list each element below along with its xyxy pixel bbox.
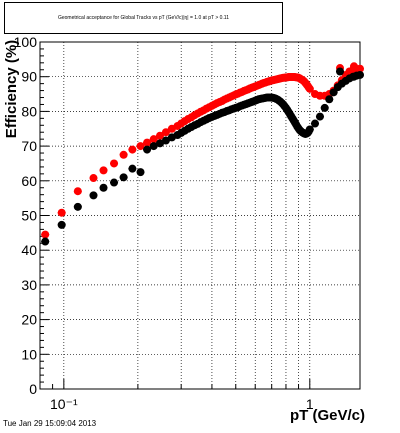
red-series-point (305, 84, 314, 93)
timestamp: Tue Jan 29 15:09:04 2013 (3, 419, 97, 428)
black-series-point (143, 145, 152, 154)
black-series-point (149, 142, 158, 151)
black-series-point (110, 178, 119, 187)
black-series-point (311, 119, 320, 128)
black-series-point (89, 191, 98, 200)
y-tick-label: 100 (14, 34, 38, 50)
y-tick-label: 0 (29, 381, 37, 397)
black-series-point (128, 164, 137, 173)
black-series-point (161, 136, 170, 145)
y-tick-label: 70 (21, 138, 37, 154)
black-series-point (136, 168, 145, 177)
y-tick-label: 10 (21, 346, 37, 362)
red-series-point (350, 62, 358, 71)
chart-title: Geometrical acceptance for Global Tracks… (57, 15, 229, 21)
x-tick-label: 1 (306, 396, 314, 412)
black-series-point (325, 95, 334, 104)
y-tick-label: 60 (21, 173, 37, 189)
red-series-point (99, 166, 108, 175)
red-series-point (136, 142, 145, 151)
red-series-point (57, 208, 66, 217)
grid-lines (40, 42, 360, 389)
x-tick-label: 10⁻¹ (50, 396, 78, 412)
black-series-point (350, 72, 358, 81)
black-series-point (73, 202, 82, 211)
red-series-point (128, 145, 137, 154)
y-tick-label: 90 (21, 69, 37, 85)
y-axis-label: Efficiency (%) (3, 39, 20, 139)
red-series-point (41, 230, 50, 239)
chart-title-box: Geometrical acceptance for Global Tracks… (4, 2, 283, 34)
red-series-point (149, 135, 158, 144)
data-marks (41, 62, 364, 246)
axes: 0 10 20 30 40 50 60 70 80 90 100 10⁻¹ 1 (14, 34, 314, 412)
red-series-point (73, 187, 82, 196)
y-tick-label: 30 (21, 277, 37, 293)
black-series-point (336, 67, 344, 76)
black-series-point (99, 183, 108, 192)
y-tick-label: 80 (21, 103, 37, 119)
x-axis-label: pT (GeV/c) (289, 407, 365, 424)
black-series-point (320, 103, 329, 112)
black-series-point (41, 237, 50, 246)
red-series-point (143, 138, 152, 147)
red-series-point (155, 131, 164, 140)
red-series-point (161, 128, 170, 137)
black-series-point (305, 125, 314, 134)
y-tick-label: 40 (21, 242, 37, 258)
red-series-point (110, 159, 119, 168)
black-series-point (57, 220, 66, 229)
red-series-point (89, 174, 98, 183)
black-series-point (119, 173, 128, 182)
black-series-point (315, 112, 324, 121)
y-tick-label: 20 (21, 312, 37, 328)
y-tick-label: 50 (21, 208, 37, 224)
red-series-point (119, 150, 128, 159)
